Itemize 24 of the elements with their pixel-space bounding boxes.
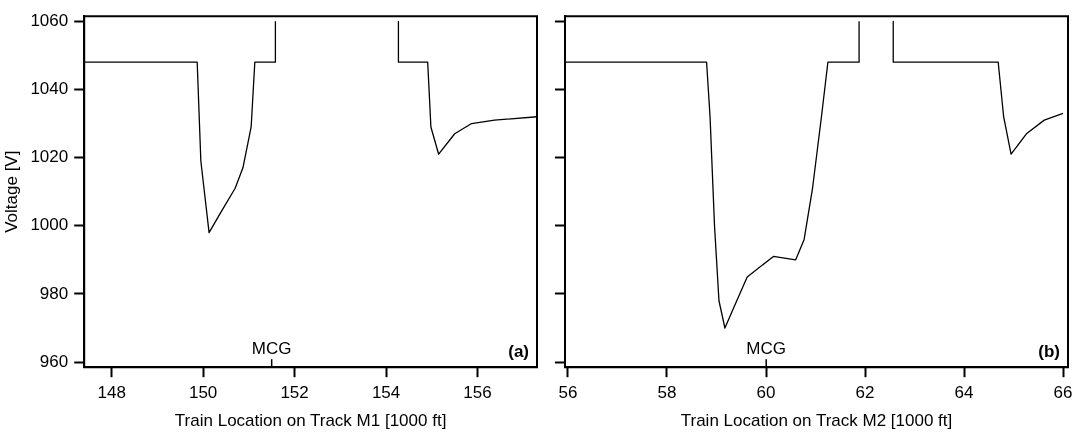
x-tick-label: 56 (558, 383, 578, 403)
y-tick-label: 1040 (30, 79, 69, 99)
x-tick-label: 58 (657, 383, 677, 403)
annotation: MCG (746, 339, 787, 359)
y-axis-title: Voltage [V] (1, 150, 21, 233)
annotation: (b) (1038, 342, 1060, 362)
x-axis-title: Train Location on Track M1 [1000 ft] (174, 411, 447, 431)
annotation: (a) (508, 342, 529, 362)
y-tick-label: 1000 (30, 215, 69, 235)
y-tick-label: 1060 (30, 11, 69, 30)
x-tick-label: 150 (188, 383, 218, 403)
x-tick-label: 60 (756, 383, 776, 403)
annotation: MCG (251, 339, 292, 359)
y-tick-label: 960 (39, 351, 69, 371)
x-tick-label: 152 (280, 383, 309, 403)
x-tick-label: 62 (855, 383, 875, 403)
x-tick-label: 154 (371, 383, 401, 403)
x-tick-label: 148 (97, 383, 126, 403)
x-axis-title: Train Location on Track M2 [1000 ft] (680, 411, 953, 431)
x-tick-label: 156 (463, 383, 492, 403)
x-tick-label: 66 (1053, 383, 1073, 403)
x-tick-label: 64 (954, 383, 974, 403)
y-tick-label: 980 (39, 283, 69, 303)
y-tick-label: 1020 (30, 147, 69, 167)
